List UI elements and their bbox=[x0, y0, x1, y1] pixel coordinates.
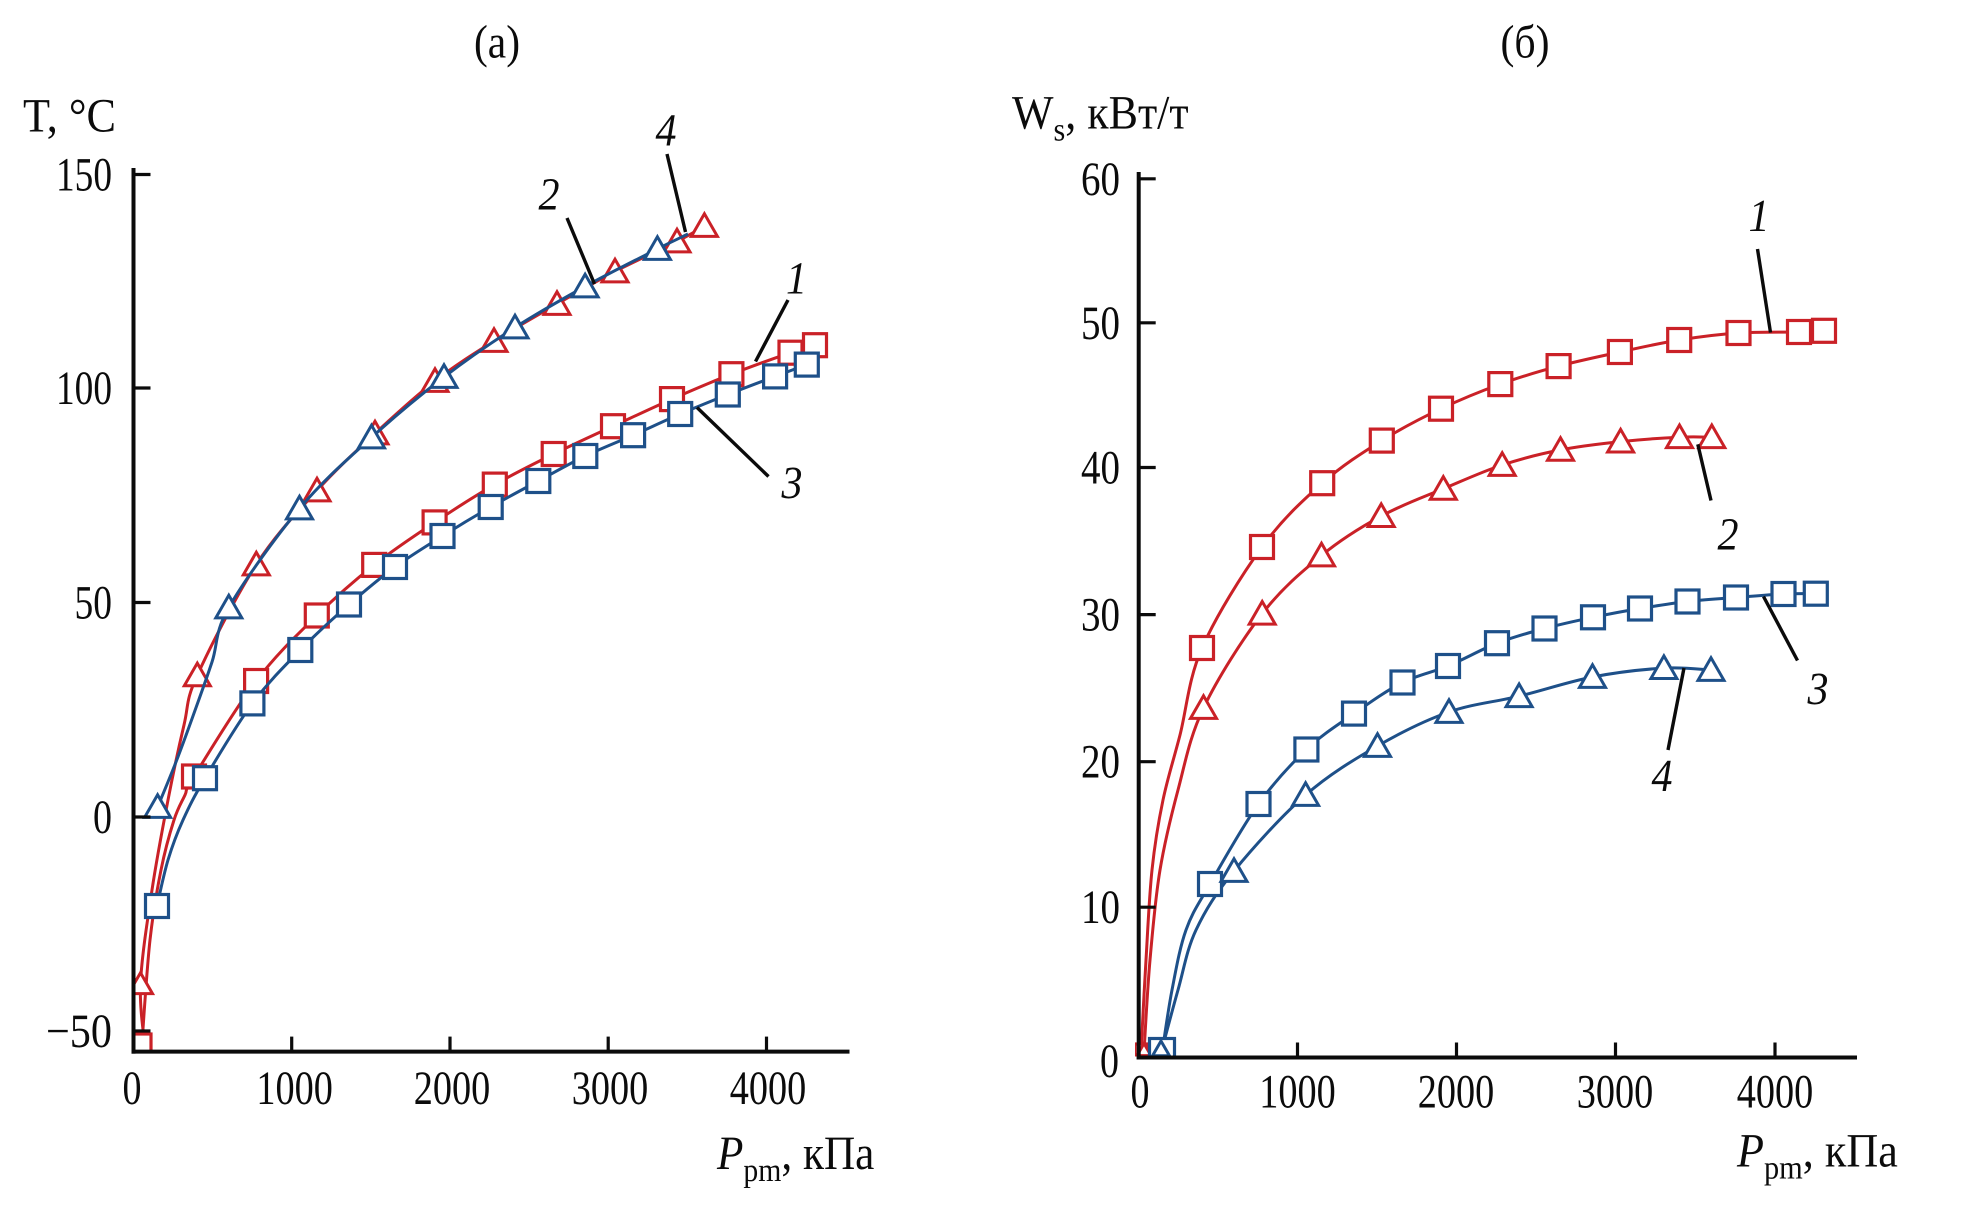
svg-text:3: 3 bbox=[781, 457, 803, 508]
svg-text:4: 4 bbox=[656, 105, 677, 156]
svg-text:3: 3 bbox=[1807, 663, 1829, 714]
svg-text:3000: 3000 bbox=[572, 1062, 649, 1115]
svg-text:1: 1 bbox=[1749, 190, 1770, 241]
svg-text:4000: 4000 bbox=[1737, 1066, 1814, 1119]
svg-text:−50: −50 bbox=[46, 1005, 112, 1058]
svg-text:3000: 3000 bbox=[1577, 1066, 1654, 1119]
svg-text:50: 50 bbox=[1081, 297, 1120, 350]
svg-text:Ppm, кПа: Ppm, кПа bbox=[1736, 1125, 1898, 1187]
svg-text:40: 40 bbox=[1081, 442, 1120, 495]
svg-text:1000: 1000 bbox=[256, 1062, 333, 1115]
svg-text:0: 0 bbox=[1131, 1066, 1150, 1119]
svg-text:60: 60 bbox=[1081, 153, 1120, 206]
svg-text:(б): (б) bbox=[1501, 17, 1550, 69]
svg-text:Ws, кВт/т: Ws, кВт/т bbox=[1012, 87, 1189, 149]
svg-text:2: 2 bbox=[539, 169, 560, 220]
svg-text:10: 10 bbox=[1081, 881, 1120, 934]
svg-text:20: 20 bbox=[1081, 736, 1120, 789]
svg-text:(a): (a) bbox=[474, 17, 520, 69]
svg-text:0: 0 bbox=[93, 791, 112, 844]
svg-text:150: 150 bbox=[56, 149, 112, 202]
svg-text:4000: 4000 bbox=[730, 1062, 807, 1115]
svg-text:2: 2 bbox=[1718, 509, 1739, 560]
svg-text:1000: 1000 bbox=[1259, 1066, 1336, 1119]
svg-text:100: 100 bbox=[56, 362, 112, 415]
svg-text:4: 4 bbox=[1652, 750, 1673, 801]
svg-text:50: 50 bbox=[75, 577, 113, 630]
svg-text:0: 0 bbox=[1100, 1035, 1119, 1088]
svg-text:2000: 2000 bbox=[1418, 1066, 1495, 1119]
svg-text:30: 30 bbox=[1081, 589, 1120, 642]
svg-text:1: 1 bbox=[786, 253, 807, 304]
svg-text:Ppm, кПа: Ppm, кПа bbox=[716, 1127, 874, 1189]
svg-text:2000: 2000 bbox=[414, 1062, 491, 1115]
svg-text:T, °C: T, °C bbox=[23, 90, 116, 143]
svg-text:0: 0 bbox=[123, 1062, 142, 1115]
